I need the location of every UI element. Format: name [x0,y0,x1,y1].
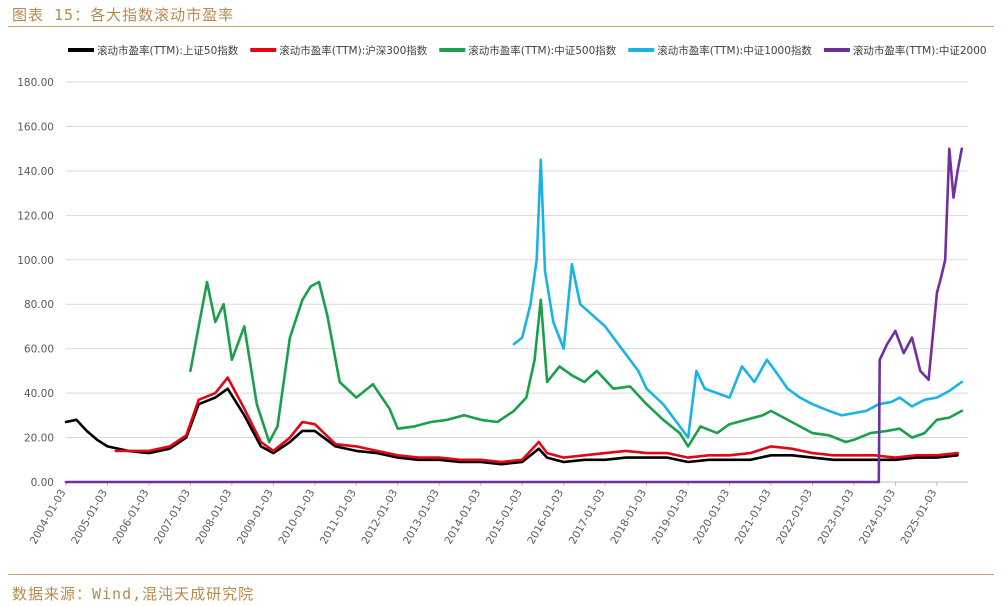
x-tick-label: 2025-01-03 [899,488,940,547]
source-note: 数据来源：Wind,混沌天成研究院 [12,585,255,603]
y-tick-label: 120.00 [17,210,54,222]
legend-label-zz2000: 滚动市盈率(TTM):中证2000 [853,44,987,57]
x-tick-label: 2010-01-03 [277,488,318,547]
x-tick-label: 2009-01-03 [235,488,276,547]
series-line-zz1000 [512,158,964,439]
chart-area: 0.00 20.00 40.00 60.00 80.00 100.00 120.00 140.… [0,30,1002,572]
y-tick-label: 100.00 [17,255,54,267]
x-tick-label: 2020-01-03 [691,488,732,547]
x-tick-label: 2019-01-03 [650,488,691,547]
x-tick-label: 2014-01-03 [442,488,483,547]
legend-label-zz500: 滚动市盈率(TTM):中证500指数 [468,44,616,57]
x-tick-label: 2023-01-03 [816,488,857,547]
y-tick-label: 20.00 [24,433,54,445]
x-tick-label: 2006-01-03 [111,488,152,547]
y-tick-label: 40.00 [24,388,54,400]
page-title: 图表 15：各大指数滚动市盈率 [12,6,235,24]
y-tick-label: 60.00 [24,344,54,356]
legend-label-zz1000: 滚动市盈率(TTM):中证1000指数 [657,44,812,57]
pe-ratio-line-chart: 0.00 20.00 40.00 60.00 80.00 100.00 120.00 140.… [17,44,987,547]
x-tick-label: 2012-01-03 [359,488,400,547]
x-tick-label: 2007-01-03 [152,488,193,547]
y-tick-label: 180.00 [17,77,54,89]
x-tick-label: 2015-01-03 [484,488,525,547]
y-tick-label: 0.00 [31,477,54,489]
x-tick-label: 2017-01-03 [567,488,608,547]
x-tick-label: 2021-01-03 [733,488,774,547]
x-tick-label: 2011-01-03 [318,488,359,547]
y-tick-label: 140.00 [17,166,54,178]
x-tick-label: 2013-01-03 [401,488,442,547]
x-tick-label: 2024-01-03 [857,488,898,547]
y-tick-label: 160.00 [17,121,54,133]
x-tick-label: 2016-01-03 [525,488,566,547]
x-tick-label: 2022-01-03 [774,488,815,547]
legend-label-hs300: 滚动市盈率(TTM):沪深300指数 [279,44,427,57]
x-tick-label: 2008-01-03 [194,488,235,547]
series-line-hs300 [114,376,959,464]
title-bar: 图表 15：各大指数滚动市盈率 [8,0,994,27]
x-tick-label: 2005-01-03 [69,488,110,547]
x-tick-label: 2018-01-03 [608,488,649,547]
series-line-zz500 [189,280,964,448]
footer-bar: 数据来源：Wind,混沌天成研究院 [8,574,994,605]
y-tick-label: 80.00 [24,299,54,311]
legend-label-sz50: 滚动市盈率(TTM):上证50指数 [97,44,239,57]
x-tick-label: 2004-01-03 [28,488,69,547]
series-line-zz2000 [64,147,964,484]
